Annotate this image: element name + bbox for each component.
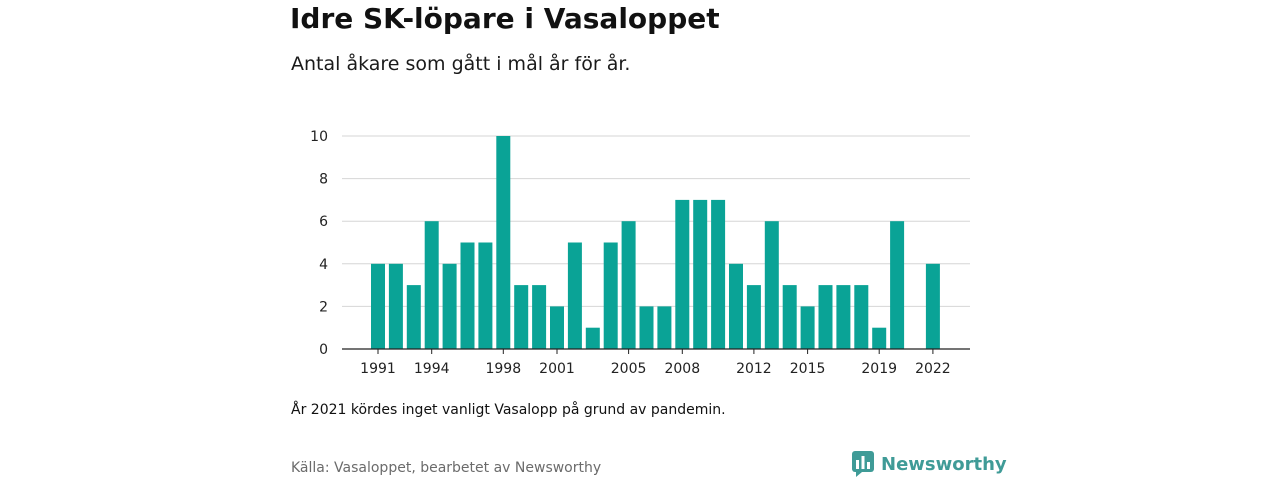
brand-logo: Newsworthy [852,451,1007,477]
bar [854,285,869,349]
bar [388,263,403,349]
bar [460,242,475,349]
bar [711,199,726,349]
bar [782,285,797,349]
bar [925,263,940,349]
y-tick-label: 4 [319,257,328,273]
x-axis-ticks: 1991 1994 1998 2001 2005 2008 2012 2015 2019 2022 [360,349,951,377]
bar [478,242,493,349]
footnote: År 2021 kördes inget vanligt Vasalopp på… [291,402,726,418]
x-tick-label: 1991 [360,361,396,377]
bar [603,242,618,349]
x-tick-label: 2012 [736,361,772,377]
x-tick-label: 2005 [611,361,647,377]
bar [406,285,421,349]
bar [818,285,833,349]
bar [514,285,529,349]
bar [424,221,439,349]
source-note: Källa: Vasaloppet, bearbetet av Newswort… [291,460,602,476]
bar [496,136,511,349]
x-tick-label: 2015 [790,361,826,377]
bar [836,285,851,349]
bar [585,327,600,349]
bar-chart-logo-icon [852,451,874,477]
bar [890,221,905,349]
y-axis-ticks: 0 2 4 6 8 10 [310,129,328,358]
bar [442,263,457,349]
bars [371,136,940,349]
brand-name: Newsworthy [881,453,1007,475]
x-tick-label: 2022 [915,361,951,377]
bar [371,263,385,349]
x-tick-label: 2001 [539,361,575,377]
y-tick-label: 0 [319,342,328,358]
x-tick-label: 1994 [414,361,450,377]
bar-chart: 0 2 4 6 8 10 1991 1994 1998 2001 2005 2008 2012 2015… [310,129,970,377]
x-tick-label: 2008 [664,361,700,377]
bar [693,199,708,349]
y-tick-label: 6 [319,214,328,230]
bar [729,263,743,349]
y-tick-label: 10 [310,129,328,145]
y-tick-label: 2 [319,299,328,315]
x-tick-label: 2019 [861,361,897,377]
bar [567,242,582,349]
bar [639,306,654,349]
bar [532,285,547,349]
bar [764,221,779,349]
bar [746,285,761,349]
x-tick-label: 1998 [485,361,521,377]
chart-title: Idre SK-löpare i Vasaloppet [290,2,720,35]
bar [657,306,672,349]
y-tick-label: 8 [319,172,328,188]
bar [872,327,887,349]
chart-subtitle: Antal åkare som gått i mål år för år. [291,53,631,75]
bar [675,199,690,349]
bar [550,306,564,349]
bar [621,221,636,349]
bar [800,306,815,349]
